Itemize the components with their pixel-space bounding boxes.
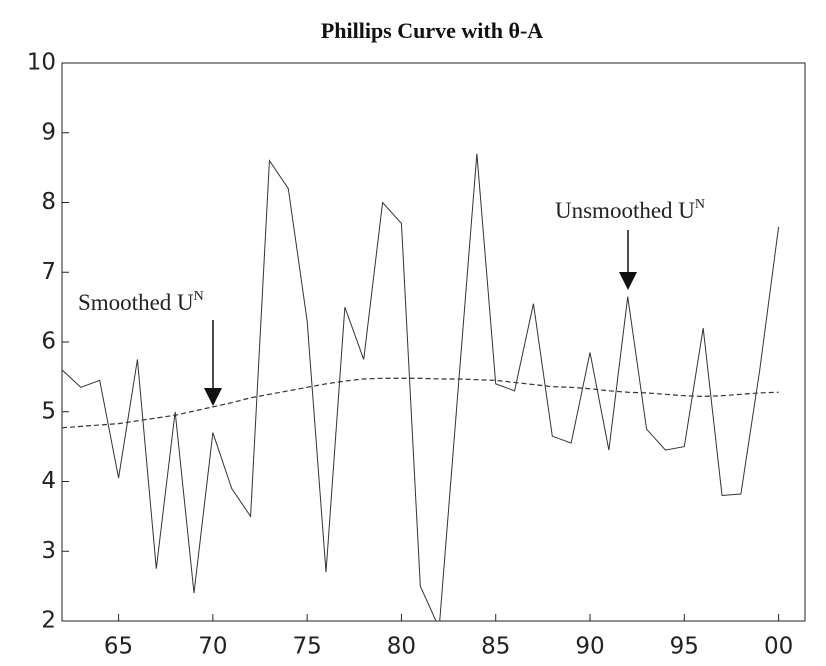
annotation: Smoothed UN bbox=[78, 289, 204, 315]
y-tick-label: 3 bbox=[41, 538, 56, 564]
annotation-arrowhead bbox=[204, 388, 222, 406]
plot-frame bbox=[61, 62, 806, 622]
y-tick-label: 5 bbox=[41, 398, 56, 424]
y-tick-label: 9 bbox=[41, 119, 56, 145]
annotation-text: Smoothed U bbox=[78, 290, 194, 315]
annotation-text: Unsmoothed U bbox=[555, 198, 695, 223]
x-tick-label: 85 bbox=[481, 634, 510, 660]
annotation: Unsmoothed UN bbox=[555, 197, 705, 223]
x-tick-label: 90 bbox=[575, 634, 604, 660]
x-tick-label: 65 bbox=[104, 634, 133, 660]
chart-title: Phillips Curve with θ-A bbox=[321, 18, 543, 43]
y-tick-label: 7 bbox=[41, 259, 56, 285]
annotation-sup: N bbox=[695, 197, 705, 212]
y-tick-label: 6 bbox=[41, 329, 56, 355]
annotation-arrowhead bbox=[619, 272, 637, 290]
series-line bbox=[62, 377, 779, 429]
x-tick-label: 95 bbox=[670, 634, 699, 660]
y-tick-label: 4 bbox=[41, 468, 56, 494]
x-tick-label: 80 bbox=[387, 634, 416, 660]
y-tick-label: 8 bbox=[41, 189, 56, 215]
series-line bbox=[62, 153, 780, 621]
x-tick-label: 70 bbox=[198, 634, 227, 660]
annotation-sup: N bbox=[194, 289, 204, 304]
y-tick-label: 10 bbox=[27, 50, 56, 76]
y-tick-label: 2 bbox=[41, 608, 56, 634]
x-tick-label: 00 bbox=[764, 634, 793, 660]
x-tick-label: 75 bbox=[293, 634, 322, 660]
